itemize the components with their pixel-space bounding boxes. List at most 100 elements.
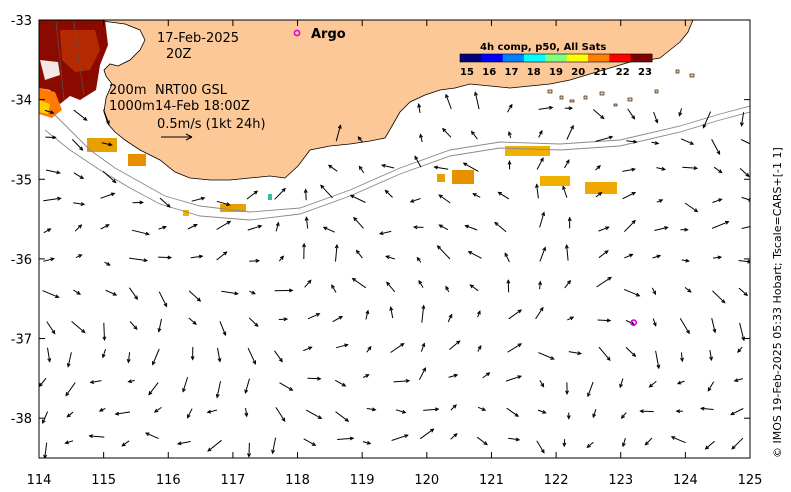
current-arrow [508,309,522,320]
current-arrow [244,378,250,394]
current-arrow [476,436,488,445]
current-arrow [158,291,168,307]
current-arrow-head [365,309,370,315]
current-arrow-head [508,131,512,136]
current-arrow-head [709,356,713,362]
current-arrow-head [542,410,547,414]
current-arrow [472,193,481,198]
current-arrow-head [389,306,394,311]
current-arrow [245,407,248,417]
current-arrow-head [52,135,57,140]
current-arrow [651,287,656,295]
current-arrow [47,347,51,362]
current-arrow [653,111,658,123]
current-vectors [39,91,750,458]
current-arrow-head [441,127,447,133]
current-arrow [652,255,661,259]
current-arrow-head [327,164,333,169]
current-arrow [129,257,147,262]
current-arrow-head [587,392,591,398]
current-arrow [272,437,277,454]
current-arrow-head [80,202,86,206]
y-tick-label: -34 [11,94,32,109]
current-arrow [275,407,286,422]
current-arrow [623,220,636,233]
current-arrow [566,245,569,261]
current-arrow-head [255,258,261,263]
current-arrow-head [464,224,469,229]
current-arrow [43,228,51,234]
current-arrow [386,255,395,260]
current-arrow-head [157,328,162,333]
current-arrow [622,437,626,447]
current-arrow-head [207,447,212,452]
current-arrow [465,225,478,231]
current-arrow-head [699,406,705,411]
current-arrow-head [542,246,546,252]
current-arrow [680,352,683,362]
current-arrow [275,222,279,232]
current-arrow-head [419,133,423,139]
current-arrow [711,139,721,155]
current-arrow [463,162,479,172]
depth-200-label: 200m [109,83,146,98]
current-arrow [740,139,750,145]
current-arrow [598,226,609,232]
current-arrow [353,217,364,229]
current-arrow [152,348,160,365]
current-arrow [328,164,338,172]
colorbar-segment [502,54,525,62]
current-arrow [447,314,453,323]
current-arrow [566,125,574,140]
current-arrow [623,288,640,297]
current-arrow-head [102,336,107,342]
x-tick-label: 120 [414,473,439,488]
colorbar-tick-label: 17 [505,67,519,78]
current-arrow-head [654,141,660,145]
current-arrow-head [366,440,372,445]
current-arrow-head [541,211,545,217]
current-arrow-head [540,383,545,388]
current-arrow [498,191,510,200]
current-arrow [536,157,544,170]
current-arrow-head [349,436,355,441]
current-arrow [100,192,115,199]
current-arrow-head [689,141,695,145]
current-arrow-head [635,292,641,297]
current-arrow [621,412,627,419]
current-arrow-head [497,191,503,196]
isobaths [44,105,750,221]
current-arrow-head [283,317,289,322]
current-arrow-head [737,348,742,353]
current-arrow [655,350,660,369]
current-arrow-head [596,165,601,170]
current-arrow-head [106,262,111,266]
current-arrow-head [358,165,363,170]
current-arrow-head [430,428,435,433]
current-arrow-head [600,115,605,120]
current-arrow [358,166,365,174]
current-arrow-head [405,379,411,383]
current-arrow [438,194,451,204]
current-arrow [678,108,683,116]
current-arrow [216,200,230,206]
colorbar-segment [460,54,482,62]
x-tick-label: 121 [479,473,504,488]
current-arrow [187,224,198,230]
current-arrow [627,108,635,120]
current-arrow [350,194,366,203]
current-arrow [619,378,624,388]
colorbar-tick-label: 21 [594,67,608,78]
argo-float-marker [630,319,638,327]
current-arrow [535,307,544,320]
colorbar-segment [588,54,610,62]
current-arrow-head [385,255,390,260]
current-arrow [684,287,692,293]
current-arrow [73,289,81,295]
current-arrow-head [176,441,182,446]
current-arrow [42,290,59,298]
current-arrow-head [606,356,611,362]
current-arrow-head [565,159,570,164]
current-arrow-head [577,351,582,356]
current-arrow-head [357,136,362,141]
